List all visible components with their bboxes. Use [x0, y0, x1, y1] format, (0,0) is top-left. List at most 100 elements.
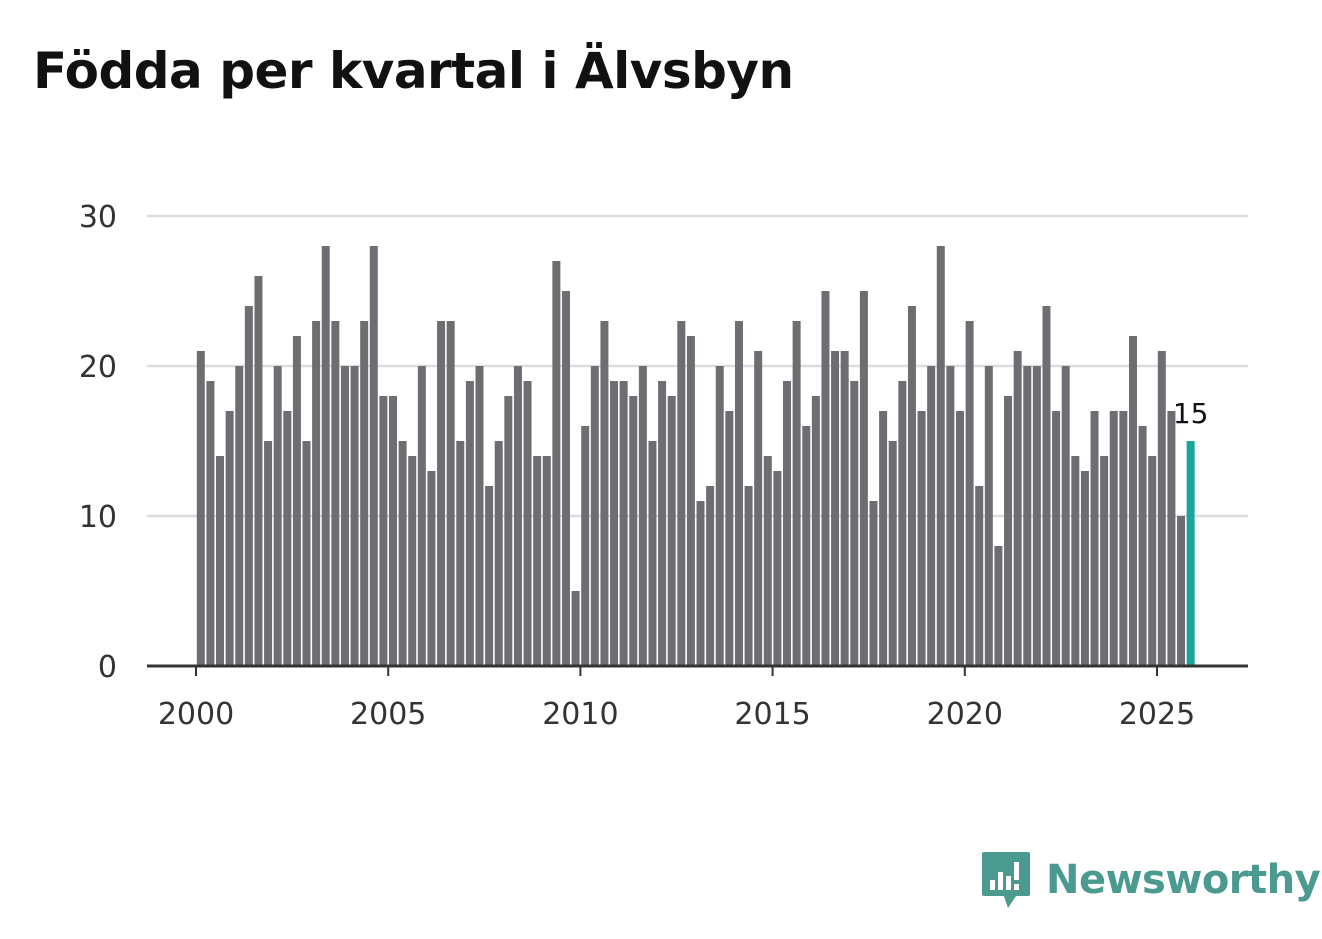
bar — [802, 426, 811, 666]
x-tick-label: 2020 — [927, 697, 1003, 732]
bar — [273, 366, 282, 666]
bar — [542, 456, 551, 666]
bar — [734, 321, 743, 666]
bar — [244, 306, 253, 666]
bar — [658, 381, 667, 666]
bar — [523, 381, 532, 666]
x-tick-label: 2005 — [350, 697, 426, 732]
bar — [898, 381, 907, 666]
bar — [1119, 411, 1128, 666]
bar — [590, 366, 599, 666]
bar — [763, 456, 772, 666]
bar — [571, 591, 580, 666]
bar — [840, 351, 849, 666]
bar — [485, 486, 494, 666]
bar — [494, 441, 503, 666]
bar — [725, 411, 734, 666]
bar — [638, 366, 647, 666]
bar — [1109, 411, 1118, 666]
bar — [561, 291, 570, 666]
bar — [1013, 351, 1022, 666]
bar — [475, 366, 484, 666]
bar — [398, 441, 407, 666]
bar — [888, 441, 897, 666]
bar — [1042, 306, 1051, 666]
bar — [456, 441, 465, 666]
bar — [206, 381, 215, 666]
bar — [907, 306, 916, 666]
bar — [264, 441, 273, 666]
bar — [1138, 426, 1147, 666]
brand-logo[interactable]: Newsworthy — [980, 850, 1321, 910]
bar — [1052, 411, 1061, 666]
bar — [1128, 336, 1137, 666]
bar — [696, 501, 705, 666]
bar — [427, 471, 436, 666]
bar — [927, 366, 936, 666]
bar — [1148, 456, 1157, 666]
bar — [225, 411, 234, 666]
bar — [1177, 516, 1186, 666]
x-tick-label: 2010 — [542, 697, 618, 732]
bar — [1061, 366, 1070, 666]
bar-highlight — [1186, 441, 1195, 666]
bar — [754, 351, 763, 666]
bar — [1004, 396, 1013, 666]
bar — [196, 351, 205, 666]
bar — [369, 246, 378, 666]
bar — [955, 411, 964, 666]
bar — [936, 246, 945, 666]
bar — [1100, 456, 1109, 666]
bar — [417, 366, 426, 666]
bar — [648, 441, 657, 666]
bar — [1090, 411, 1099, 666]
bar — [965, 321, 974, 666]
bar — [1023, 366, 1032, 666]
bar — [946, 366, 955, 666]
bar — [869, 501, 878, 666]
bar — [513, 366, 522, 666]
bar — [292, 336, 301, 666]
brand-name: Newsworthy — [1046, 857, 1321, 903]
bar — [715, 366, 724, 666]
bar — [831, 351, 840, 666]
bar — [1157, 351, 1166, 666]
bar — [783, 381, 792, 666]
bar — [744, 486, 753, 666]
bar — [437, 321, 446, 666]
bar — [360, 321, 369, 666]
bar — [552, 261, 561, 666]
bar — [879, 411, 888, 666]
bar — [533, 456, 542, 666]
bar — [1167, 411, 1176, 666]
bar — [811, 396, 820, 666]
bar — [389, 396, 398, 666]
bar — [446, 321, 455, 666]
bar — [331, 321, 340, 666]
bar — [610, 381, 619, 666]
bar — [504, 396, 513, 666]
bar — [706, 486, 715, 666]
bar — [465, 381, 474, 666]
bar — [667, 396, 676, 666]
bar — [686, 336, 695, 666]
y-tick-label: 10 — [79, 500, 117, 535]
bar — [850, 381, 859, 666]
bar — [677, 321, 686, 666]
x-tick-label: 2025 — [1119, 697, 1195, 732]
bar — [619, 381, 628, 666]
bar — [1080, 471, 1089, 666]
bar — [1032, 366, 1041, 666]
bar — [254, 276, 263, 666]
bar — [1071, 456, 1080, 666]
x-tick-label: 2015 — [734, 697, 810, 732]
bar — [321, 246, 330, 666]
bar — [302, 441, 311, 666]
bar — [629, 396, 638, 666]
x-tick-label: 2000 — [158, 697, 234, 732]
bar — [312, 321, 321, 666]
bar — [581, 426, 590, 666]
y-tick-label: 30 — [79, 200, 117, 235]
bar — [350, 366, 359, 666]
bar — [917, 411, 926, 666]
